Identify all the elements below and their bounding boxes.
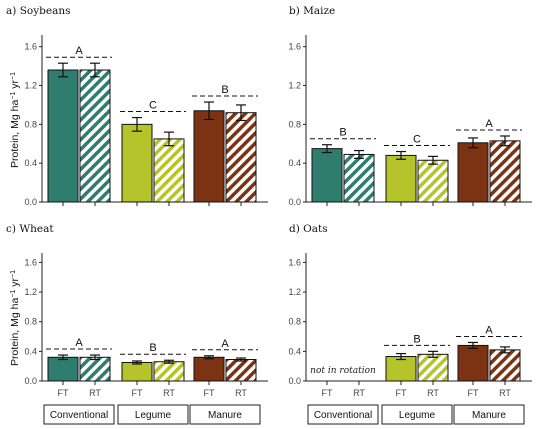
category-box <box>453 404 525 425</box>
y-tick-label: 0.8 <box>24 317 37 327</box>
x-tick-label: RT <box>235 388 247 398</box>
y-tick-label: 1.2 <box>24 287 37 297</box>
category-label: Manure <box>472 410 506 421</box>
y-axis-label-mid: yr <box>9 80 21 92</box>
significance-label: C <box>413 134 421 146</box>
y-axis-label-sup2: −1 <box>10 72 17 80</box>
bar <box>193 356 225 382</box>
bar <box>79 356 111 382</box>
y-tick-label: 1.2 <box>288 81 301 91</box>
bar <box>47 356 79 382</box>
bar <box>47 69 79 203</box>
y-tick-label: 0.8 <box>288 317 301 327</box>
x-tick-label: FT <box>322 388 333 398</box>
bar <box>79 69 111 203</box>
panel-title: d) Oats <box>289 223 328 235</box>
panel-title: b) Maize <box>289 5 335 17</box>
bar <box>153 361 185 382</box>
bar <box>225 359 257 382</box>
y-tick-label: 0.0 <box>288 197 301 207</box>
significance-label: A <box>75 337 83 349</box>
category-label: Legume <box>399 410 436 421</box>
bar <box>489 349 521 382</box>
significance-label: A <box>221 338 229 350</box>
bar <box>121 123 153 203</box>
bar <box>311 148 343 203</box>
category-box <box>117 404 189 425</box>
significance-label: B <box>221 84 228 96</box>
x-tick-label: RT <box>427 388 439 398</box>
y-axis-label-base: Protein, Mg ha <box>9 298 21 366</box>
bar <box>343 153 375 203</box>
y-axis-label-top: Protein, Mg ha−1 yr−1 <box>9 72 21 168</box>
bar <box>385 154 417 203</box>
category-label: Conventional <box>50 410 108 421</box>
category-box <box>307 404 379 425</box>
y-tick-label: 1.6 <box>24 42 37 52</box>
bar <box>153 138 185 203</box>
category-box <box>189 404 261 425</box>
y-tick-label: 1.6 <box>288 42 301 52</box>
y-axis-label-mid: yr <box>9 278 21 290</box>
panel-title: a) Soybeans <box>6 5 71 17</box>
y-tick-label: 1.2 <box>288 287 301 297</box>
category-label: Legume <box>135 410 172 421</box>
category-label: Manure <box>208 410 242 421</box>
x-tick-label: RT <box>89 388 101 398</box>
bar <box>457 344 489 382</box>
y-tick-label: 0.0 <box>24 376 37 386</box>
x-tick-label: RT <box>353 388 365 398</box>
y-tick-label: 0.0 <box>288 376 301 386</box>
panel-title: c) Wheat <box>6 223 54 235</box>
category-box <box>381 404 453 425</box>
y-tick-label: 0.4 <box>24 158 37 168</box>
x-tick-label: FT <box>396 388 407 398</box>
bar <box>193 110 225 203</box>
bar <box>489 140 521 203</box>
y-tick-label: 0.0 <box>24 197 37 207</box>
y-axis-label-base: Protein, Mg ha <box>9 100 21 168</box>
y-tick-label: 0.4 <box>288 158 301 168</box>
x-tick-label: FT <box>58 388 69 398</box>
not-in-rotation-note: not in rotation <box>310 366 376 376</box>
y-tick-label: 0.8 <box>24 119 37 129</box>
significance-label: B <box>339 127 346 139</box>
x-tick-label: RT <box>499 388 511 398</box>
significance-label: A <box>485 118 493 130</box>
y-axis-label-bottom: Protein, Mg ha−1 yr−1 <box>9 270 21 366</box>
y-axis-label-sup1: −1 <box>10 290 17 298</box>
y-axis-label-sup1: −1 <box>10 92 17 100</box>
x-tick-label: RT <box>163 388 175 398</box>
category-label: Conventional <box>314 410 372 421</box>
y-tick-label: 1.6 <box>288 257 301 267</box>
significance-label: C <box>149 100 157 112</box>
significance-label: B <box>413 333 420 345</box>
significance-label: B <box>149 342 156 354</box>
y-tick-label: 0.4 <box>24 346 37 356</box>
bar <box>417 159 449 203</box>
bar <box>225 112 257 203</box>
bar <box>121 361 153 382</box>
x-tick-label: FT <box>468 388 479 398</box>
significance-label: A <box>485 324 493 336</box>
y-axis-label-sup2: −1 <box>10 270 17 278</box>
y-tick-label: 1.2 <box>24 81 37 91</box>
y-tick-label: 1.6 <box>24 257 37 267</box>
x-tick-label: FT <box>132 388 143 398</box>
y-tick-label: 0.8 <box>288 119 301 129</box>
bar <box>417 353 449 382</box>
bar <box>385 356 417 382</box>
y-tick-label: 0.4 <box>288 346 301 356</box>
category-box <box>43 404 115 425</box>
x-tick-label: FT <box>204 388 215 398</box>
bar <box>457 142 489 203</box>
significance-label: A <box>75 45 83 57</box>
